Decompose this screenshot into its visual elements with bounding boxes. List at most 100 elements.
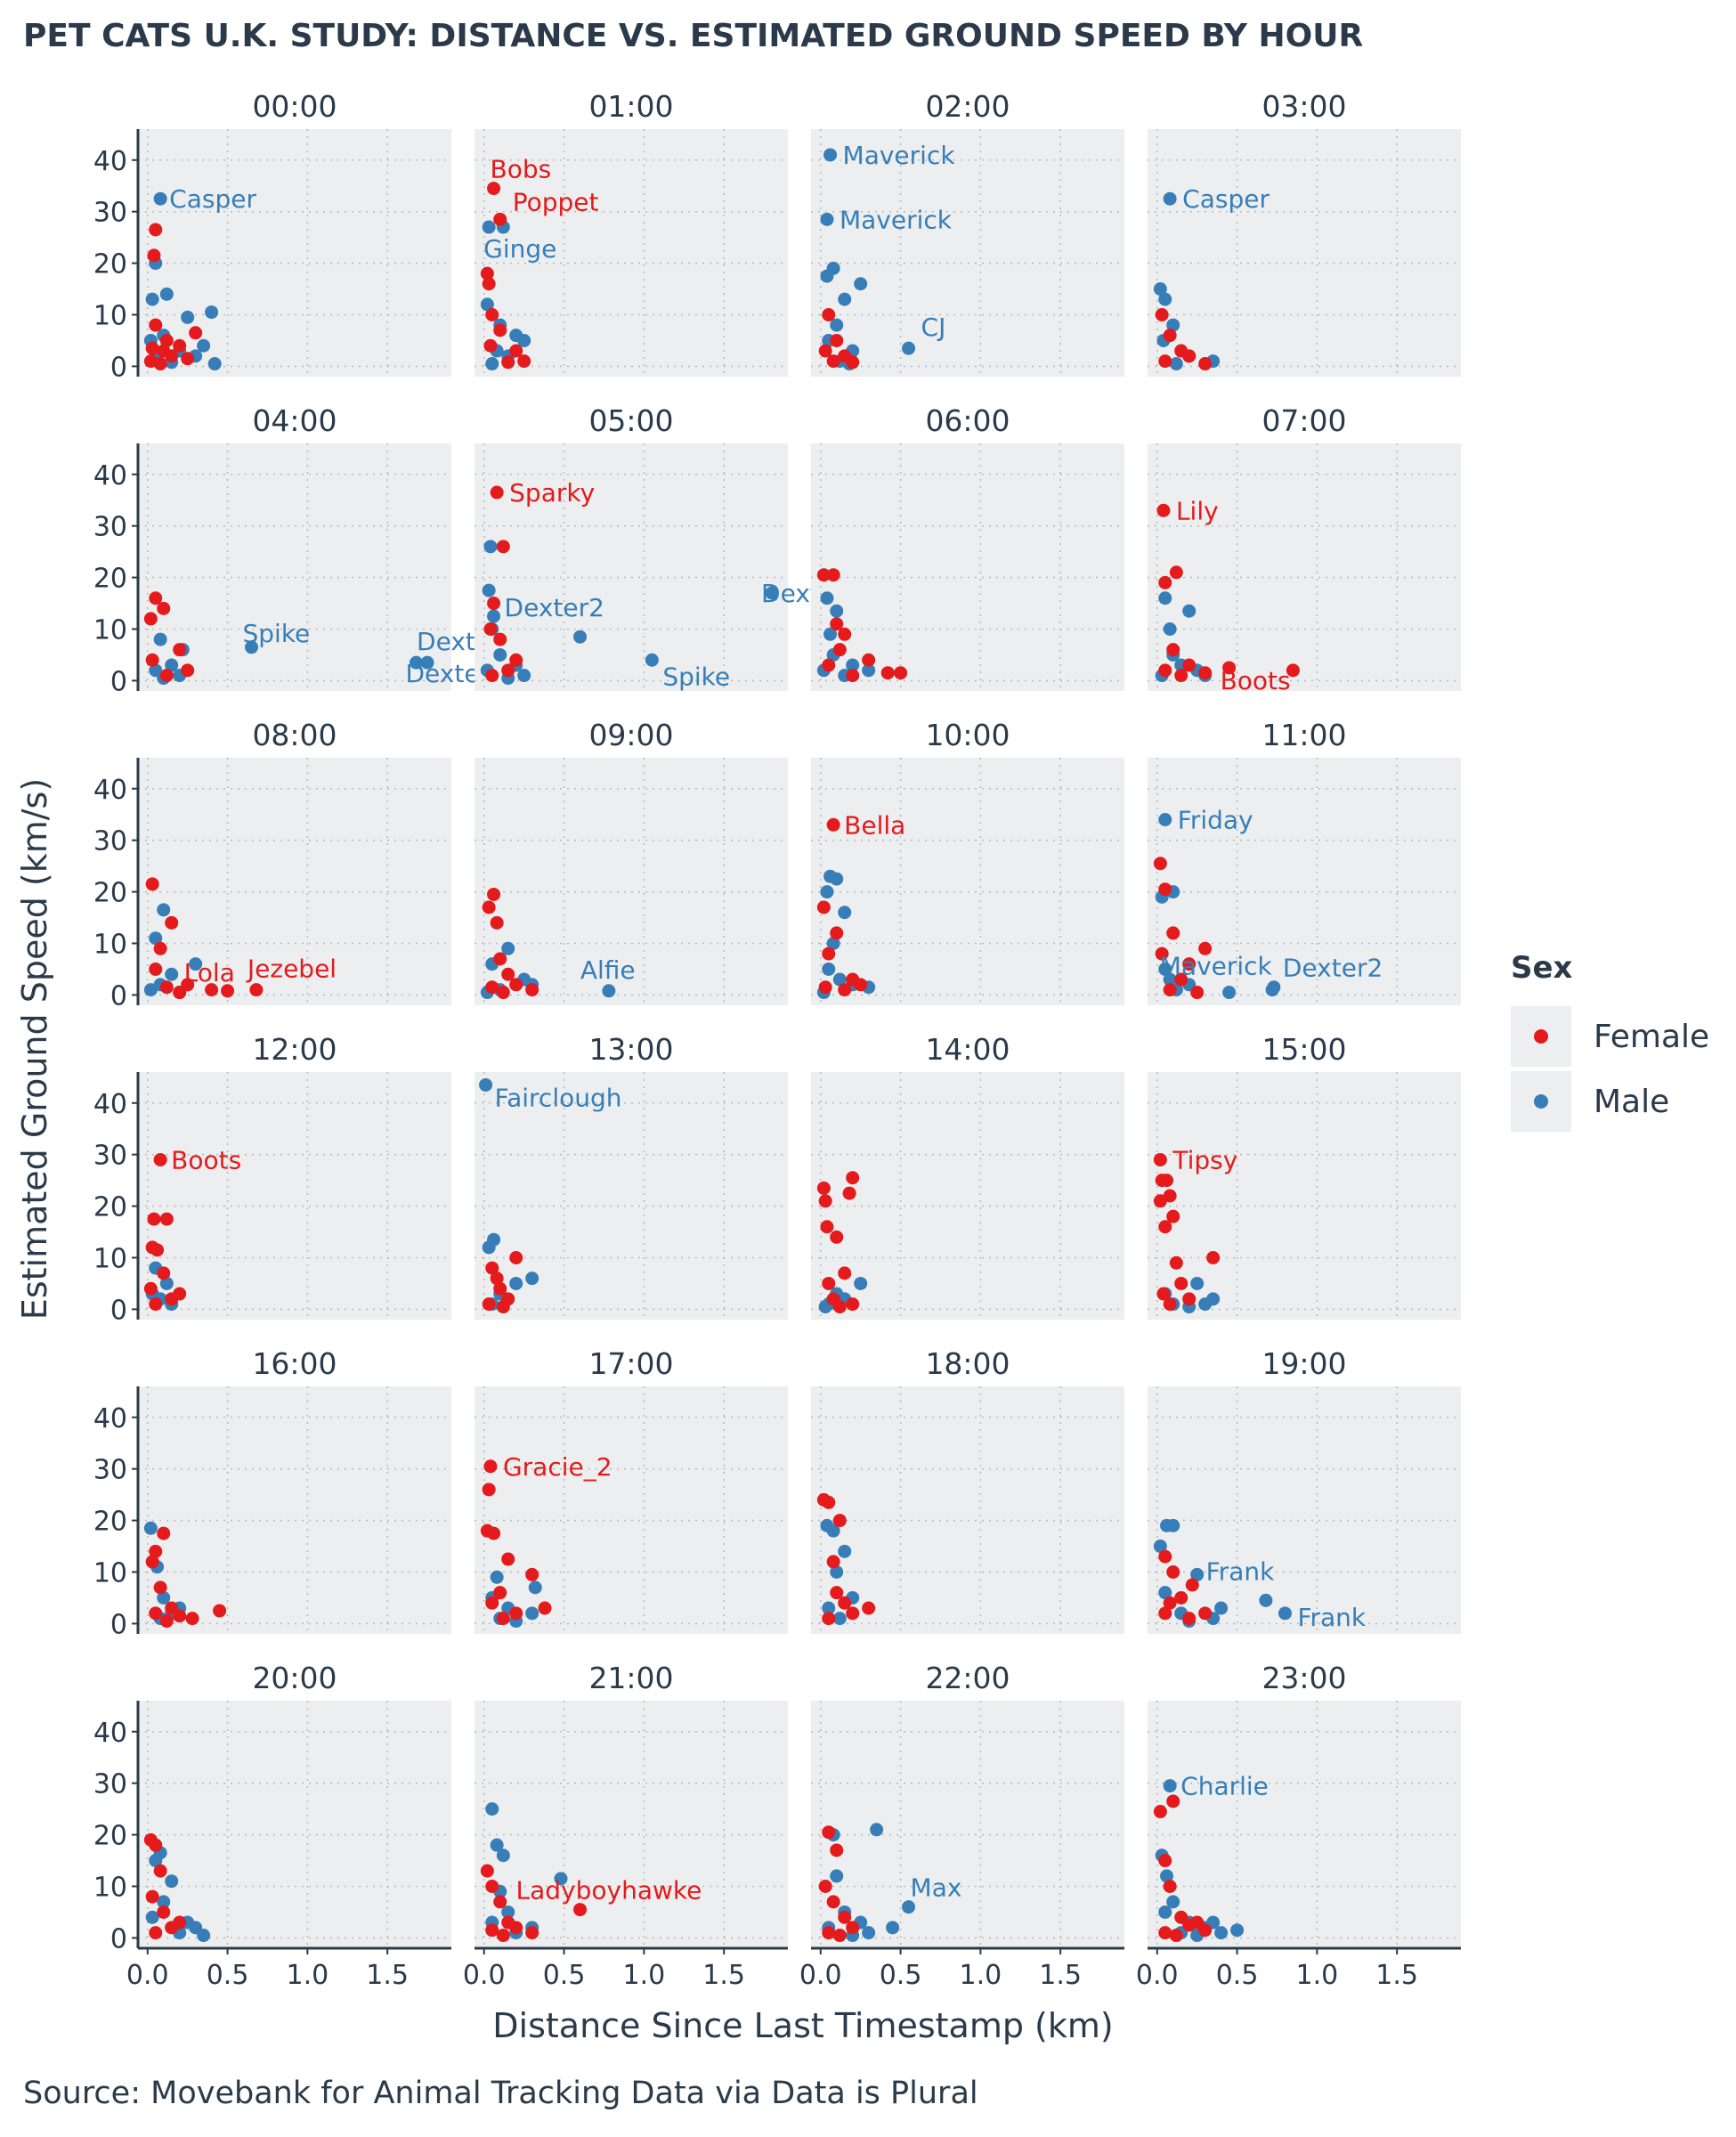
point-label: Boots [171,1145,241,1174]
point-female [1163,1880,1177,1893]
point-label: Tipsy [1172,1145,1237,1174]
point-female [165,1292,179,1306]
point-female [818,1880,832,1893]
point-female [213,1604,227,1618]
point-female [173,338,187,353]
point-male [143,1521,158,1535]
point-female [485,1596,499,1610]
point-male [830,1565,844,1579]
point-male [1163,191,1177,206]
point-female [149,591,163,605]
point-female [153,1864,167,1878]
point-female [490,485,504,500]
point-male [525,1272,539,1286]
point-female [1174,972,1188,987]
point-male [483,540,498,554]
point-female [205,983,219,997]
panel-2200: 22:00 0.0 0.5 1.0 1.5 Max [799,1661,1124,1991]
point-male [143,983,158,997]
point-female [487,597,501,611]
legend-title: Sex [1511,950,1573,986]
point-male [165,658,179,672]
point-male [480,297,494,312]
point-female [143,612,158,626]
y-tick-label: 40 [93,1089,127,1120]
point-female [838,627,852,641]
point-label: Bobs [491,155,552,184]
point-male [1166,318,1180,332]
point-female [816,900,831,914]
point-male [496,1849,510,1863]
y-tick-label: 0 [110,1923,127,1954]
panel-background [475,758,788,1005]
point-female [826,568,840,582]
panel-background [138,1072,451,1320]
point-female [832,643,847,657]
legend: Sex Female Male [1511,950,1709,1132]
x-tick-label: 0.5 [207,1960,249,1991]
panel-strip-label: 00:00 [252,89,337,124]
point-male [420,655,434,670]
point-female [1182,658,1197,672]
panel-strip-label: 22:00 [925,1661,1010,1695]
point-female [149,962,163,976]
point-female [846,1297,860,1312]
x-tick-label: 0.0 [1136,1960,1179,1991]
point-male [602,984,616,998]
point-female [157,1905,171,1919]
point-female [832,1300,847,1314]
point-female [165,349,179,363]
panel-0700: 07:00 Lily Boots [1148,403,1461,695]
point-male [870,1823,884,1837]
point-male [838,1544,852,1558]
point-female [1156,503,1171,517]
y-tick-label: 0 [110,666,127,697]
point-male [862,663,876,678]
point-female [496,1300,510,1314]
point-female [1153,857,1167,871]
panel-background [475,1701,788,1948]
point-female [1163,329,1177,343]
point-female [1182,957,1197,971]
y-tick-label: 10 [93,301,127,332]
y-tick-label: 0 [110,1609,127,1640]
point-male [854,1276,868,1290]
y-tick-label: 40 [93,775,127,806]
point-female [822,1825,836,1840]
point-female [832,1929,847,1943]
point-female [493,952,507,966]
point-female [838,1596,852,1610]
point-male [830,1869,844,1883]
point-female [485,669,499,683]
point-male [181,310,195,324]
point-label: Maverick [1160,951,1273,980]
point-female [822,308,836,321]
point-female [482,900,496,914]
point-female [1198,666,1213,680]
point-male [485,357,499,371]
point-female [830,1843,844,1857]
point-label: Frank [1297,1603,1366,1632]
point-female [846,1171,860,1185]
point-male [149,931,163,946]
panel-0200: 02:00 Maverick Maverick CJ [811,89,1124,377]
point-male [487,609,501,623]
point-female [1166,1565,1180,1579]
panel-1800: 18:00 [811,1346,1124,1634]
point-female [1158,1549,1172,1564]
point-female [509,1921,523,1935]
y-tick-label: 0 [110,1295,127,1326]
point-male [846,658,860,672]
point-female [525,983,539,997]
point-female [1163,983,1177,997]
point-female [1174,1276,1188,1290]
point-female [483,622,498,636]
panel-background [1148,1701,1461,1948]
panel-background [475,1386,788,1634]
point-female [816,568,831,582]
point-male [1158,591,1172,605]
point-label: CJ [921,313,946,342]
point-female [173,986,187,1000]
point-female [493,1586,507,1600]
panel-strip-label: 09:00 [588,718,673,752]
